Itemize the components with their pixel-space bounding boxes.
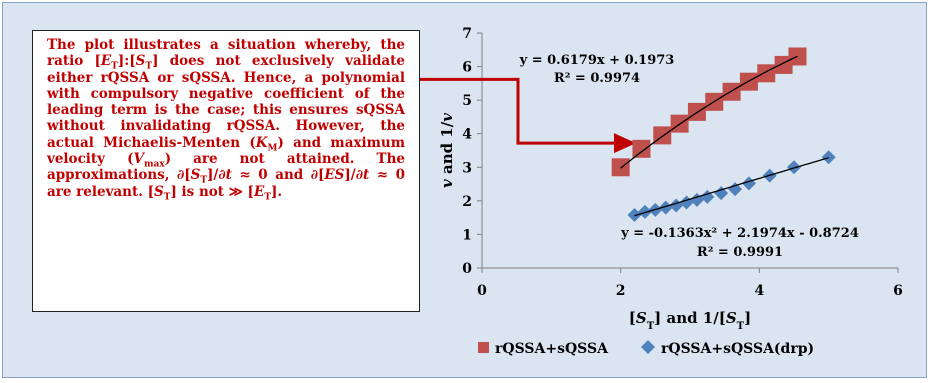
data-point-diamond [658, 200, 673, 215]
note-text-segment: S [190, 167, 201, 184]
data-point-diamond [714, 186, 729, 201]
note-text-segment: T [264, 192, 271, 203]
x-tick-label: 6 [893, 283, 903, 299]
legend-marker-diamond [641, 340, 655, 354]
trendline-polynomial [620, 55, 798, 169]
note-text-segment: K [255, 134, 268, 151]
axis-label-segment: and 1/ [438, 121, 456, 179]
note-text-segment: E [100, 53, 112, 70]
data-point-diamond [669, 198, 684, 213]
note-text-segment: ]/∂ [207, 167, 226, 184]
note-text-segment: T [145, 61, 153, 72]
axis-label-segment: v [438, 179, 456, 188]
legend-label-series-2: rQSSA+sQSSA(drp) [661, 341, 814, 357]
note-text-segment: M [267, 143, 278, 154]
note-text-segment: The plot illustrates a situation whereby… [47, 37, 405, 70]
note-text-segment: t [225, 167, 232, 184]
note-text-segment: ≈ 0 are relevant. [ [47, 167, 405, 200]
axis-label-segment: T [647, 321, 655, 332]
y-tick-label: 2 [462, 194, 472, 210]
note-text-segment: T [200, 176, 208, 187]
x-tick-label: 0 [477, 283, 487, 299]
x-tick-label: 4 [754, 283, 764, 299]
x-tick-label: 2 [616, 283, 626, 299]
pointer-arrow-shaft [420, 77, 618, 145]
axis-label-segment: ] and 1/[ [654, 309, 726, 327]
note-text-segment: ≈ 0 and ∂[ [231, 167, 325, 184]
note-text-segment: S [154, 183, 164, 200]
axis-label-segment: S [726, 309, 737, 327]
note-text-segment: ES [324, 167, 345, 184]
data-point-diamond [821, 150, 836, 165]
y-tick-label: 0 [462, 261, 472, 277]
note-text-segment: ) are not attained. The approximations, … [47, 151, 405, 184]
y-tick-label: 6 [462, 60, 472, 76]
annotation-note: The plot illustrates a situation whereby… [32, 30, 420, 312]
axis-label-segment: T [737, 321, 745, 332]
equation-label-linear: y = 0.6179x + 0.1973 [519, 53, 675, 68]
note-text-segment: t [362, 167, 370, 184]
note-text-segment: S [135, 53, 146, 70]
x-axis-label: [ST] and 1/[ST] [629, 309, 751, 332]
note-text-segment: ] is not ≫ [ [170, 183, 254, 200]
axis-label-segment: ] [744, 309, 751, 327]
axis-label-segment: [ [629, 309, 636, 327]
note-text-segment: V [133, 151, 144, 168]
note-text-segment: T [163, 192, 171, 203]
note-text-segment: ]/∂ [344, 167, 363, 184]
note-text-segment: ] does not exclusively validate either r… [47, 53, 405, 151]
y-tick-label: 5 [462, 93, 472, 109]
legend-label-series-1: rQSSA+sQSSA [495, 341, 609, 357]
data-point-square [757, 64, 776, 83]
data-point-diamond [728, 182, 743, 197]
note-text-segment: ]. [270, 183, 283, 200]
legend-marker-square [478, 342, 489, 353]
y-tick-label: 1 [462, 227, 472, 243]
y-tick-label: 4 [462, 127, 472, 143]
equation-label-polynomial: y = -0.1363x² + 2.1974x - 0.8724 [620, 226, 859, 241]
y-tick-label: 3 [462, 160, 472, 176]
note-text-segment: ) and maximum velocity ( [47, 134, 405, 168]
data-point-square [611, 158, 630, 177]
axis-label-segment: S [636, 309, 647, 327]
note-text-segment: E [253, 183, 265, 200]
y-axis-label: v and 1/v [438, 113, 456, 188]
r-squared-label-polynomial: R² = 0.9991 [697, 245, 783, 260]
note-text-segment: ]:[ [117, 53, 136, 70]
y-tick-label: 7 [462, 26, 472, 42]
note-text-segment: T [111, 61, 118, 72]
axis-label-segment: v [438, 113, 456, 122]
data-point-square [632, 139, 651, 158]
data-point-diamond [627, 207, 642, 222]
pointer-arrowhead [614, 133, 636, 154]
note-text-segment: max [143, 159, 165, 170]
data-point-diamond [679, 195, 694, 210]
data-point-diamond [787, 160, 801, 175]
trendline-linear [634, 157, 829, 217]
r-squared-label-linear: R² = 0.9974 [554, 71, 640, 86]
